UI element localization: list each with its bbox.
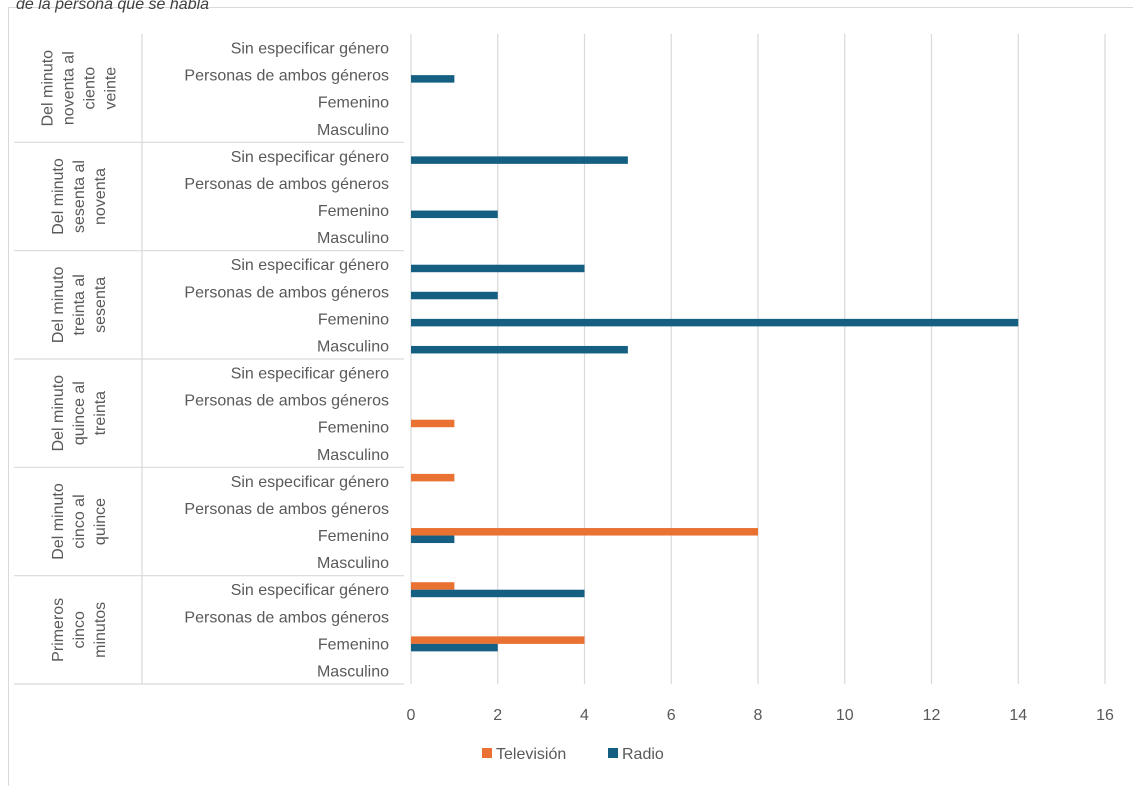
group-label-line: Del minuto [40, 50, 57, 127]
chart-svg: 0 2 4 6 8 10 12 14 16 Sin especificar género Perso… [14, 34, 1114, 763]
bar-radio [411, 264, 585, 273]
bar-televisión [411, 636, 585, 644]
x-tick-label: 14 [1009, 707, 1027, 724]
bar-radio [411, 156, 628, 164]
group-label-line: Del minuto [50, 266, 67, 343]
category-label: Personas de ambos géneros [184, 393, 389, 410]
chart-title: de la persona que se habla [16, 0, 210, 13]
x-tick-label: 2 [493, 707, 502, 724]
bar-televisión [411, 473, 455, 482]
group-label-line: treinta [92, 391, 109, 436]
x-tick-label: 8 [754, 707, 763, 724]
group-label-line: minutos [92, 602, 109, 658]
category-label: Sin especificar género [231, 41, 389, 58]
category-label: Femenino [318, 311, 389, 328]
group-label-line: cinco al [71, 494, 88, 548]
category-label: Personas de ambos géneros [184, 68, 389, 85]
group-label-line: Del minuto [50, 483, 67, 560]
x-tick-label: 0 [407, 707, 416, 724]
group-label: Del minuto noventa al ciento veinte [40, 50, 120, 127]
bar-radio [411, 535, 455, 544]
group-label-line: ciento [82, 67, 99, 110]
bar-radio [411, 291, 498, 300]
group-label-line: veinte [103, 67, 120, 110]
bar-televisión [411, 582, 455, 590]
group-label-line: treinta al [71, 274, 88, 335]
category-label: Sin especificar género [231, 582, 389, 599]
bar-radio [411, 345, 628, 354]
bar-radio [411, 643, 498, 652]
category-label: Femenino [318, 420, 389, 437]
group-label: Del minuto treinta al sesenta [50, 266, 109, 343]
category-label: Masculino [317, 663, 389, 680]
group-label: Primeros cinco minutos [50, 598, 109, 662]
group-label-line: noventa [92, 168, 109, 225]
legend-label: Televisión [496, 746, 566, 763]
x-tick-label: 16 [1096, 707, 1114, 724]
category-label: Femenino [318, 203, 389, 220]
group-label-line: Del minuto [50, 158, 67, 235]
group-label: Del minuto sesenta al noventa [50, 158, 109, 235]
category-label: Masculino [317, 447, 389, 464]
category-label: Personas de ambos géneros [184, 284, 389, 301]
bar-radio [411, 589, 585, 598]
x-tick-label: 6 [667, 707, 676, 724]
legend-label: Radio [622, 746, 664, 763]
bar-radio [411, 210, 498, 219]
x-tick-label: 4 [580, 707, 589, 724]
group-label-line: Primeros [50, 598, 67, 662]
category-label: Personas de ambos géneros [184, 609, 389, 626]
chart-frame: de la persona que se habla 0 2 4 6 8 10 12 14 16… [8, 0, 1133, 786]
category-label: Masculino [317, 122, 389, 139]
category-label: Masculino [317, 230, 389, 247]
bar-radio [411, 318, 1019, 327]
category-label: Sin especificar género [231, 474, 389, 491]
category-label: Sin especificar género [231, 366, 389, 383]
group-label-line: sesenta al [71, 160, 88, 233]
category-label: Personas de ambos géneros [184, 501, 389, 518]
category-label: Masculino [317, 555, 389, 572]
group-label-line: cinco [71, 611, 88, 648]
group-label-line: quince [92, 498, 109, 545]
group-label-line: quince al [71, 381, 88, 445]
category-label: Femenino [318, 528, 389, 545]
group-label-line: sesenta [92, 277, 109, 333]
x-tick-label: 10 [836, 707, 854, 724]
category-label: Femenino [318, 636, 389, 653]
bar-radio [411, 75, 455, 83]
group-label: Del minuto cinco al quince [50, 483, 109, 560]
category-label: Sin especificar género [231, 149, 389, 166]
category-label: Masculino [317, 338, 389, 355]
category-label: Sin especificar género [231, 257, 389, 274]
x-tick-label: 12 [923, 707, 941, 724]
group-label-line: Del minuto [50, 375, 67, 452]
legend-swatch [608, 748, 618, 758]
category-label: Personas de ambos géneros [184, 176, 389, 193]
bar-televisión [411, 419, 455, 428]
category-label: Femenino [318, 95, 389, 112]
bar-televisión [411, 528, 758, 536]
group-label-line: noventa al [61, 51, 78, 125]
group-label: Del minuto quince al treinta [50, 375, 109, 452]
legend-swatch [482, 748, 492, 758]
